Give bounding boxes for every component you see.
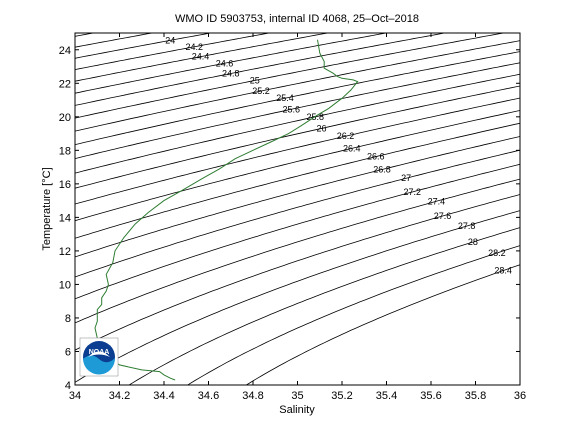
isopycnal-line xyxy=(75,62,520,160)
logo-text: NOAA xyxy=(89,349,110,356)
isopycnal-line xyxy=(186,245,520,385)
isopycnal-line xyxy=(75,33,506,119)
x-tick-label: 35 xyxy=(291,390,303,402)
isopycnal-labels: 2424.224.424.624.82525.225.425.625.82626… xyxy=(165,35,512,275)
x-tick-label: 34.2 xyxy=(109,390,130,402)
isopycnal-label: 27.4 xyxy=(428,196,446,206)
y-tick-label: 24 xyxy=(59,45,71,57)
isopycnal-line xyxy=(75,163,520,300)
isopycnal-line xyxy=(75,178,520,324)
isopycnal-label: 27.8 xyxy=(458,221,476,231)
isopycnal-label: 28.4 xyxy=(494,266,512,276)
isopycnal-line xyxy=(128,227,520,385)
y-axis-label: Temperature [°C] xyxy=(41,167,53,250)
isopycnal-line xyxy=(75,33,213,59)
isopycnal-line xyxy=(75,33,330,82)
y-tick-label: 8 xyxy=(65,313,71,325)
isopycnal-label: 24.6 xyxy=(216,58,234,68)
isopycnal-label: 25.6 xyxy=(283,104,301,114)
isopycnal-label: 26.4 xyxy=(343,143,361,153)
isopycnal-line xyxy=(75,33,389,94)
logo-bird-shape xyxy=(88,351,110,357)
noaa-logo: NOAA xyxy=(79,337,119,377)
y-tick-label: 22 xyxy=(59,78,71,90)
y-axis: 4 6 8 10 12 14 16 18 20 22 24 xyxy=(59,45,520,392)
isopycnal-line xyxy=(75,149,520,278)
isopycnal-label: 24 xyxy=(165,35,175,45)
y-tick-label: 12 xyxy=(59,246,71,258)
isopycnal-line xyxy=(75,136,520,258)
y-tick-label: 16 xyxy=(59,179,71,191)
isopycnal-label: 26.2 xyxy=(337,131,355,141)
isopycnal-line xyxy=(75,33,272,71)
isopycnal-line xyxy=(75,33,447,106)
logo-wave-shape xyxy=(83,355,116,375)
x-tick-label: 35.4 xyxy=(376,390,397,402)
series-line-profile xyxy=(94,39,359,381)
isopycnal-label: 24.4 xyxy=(192,52,210,62)
isopycnal-label: 28 xyxy=(468,237,478,247)
isopycnal-line xyxy=(31,0,147,3)
isopycnal-label: 27.2 xyxy=(404,187,422,197)
y-tick-label: 14 xyxy=(59,212,71,224)
isopycnal-line xyxy=(75,110,520,222)
y-tick-label: 20 xyxy=(59,112,71,124)
isopycnal-line xyxy=(75,51,520,146)
isopycnal-label: 27.6 xyxy=(434,211,452,221)
x-tick-label: 35.2 xyxy=(331,390,352,402)
x-axis-label: Salinity xyxy=(279,404,315,416)
isopycnal-label: 24.2 xyxy=(185,42,203,52)
isopycnal-line xyxy=(75,33,96,37)
isopycnal-label: 27 xyxy=(401,173,411,183)
isopycnal-label: 25.4 xyxy=(276,93,294,103)
isopycnal-label: 28.2 xyxy=(488,248,506,258)
isopycnal-line xyxy=(75,210,520,383)
x-tick-label: 35.8 xyxy=(465,390,486,402)
isopycnal-line xyxy=(245,264,520,385)
isopycnal-lines xyxy=(31,0,520,385)
x-tick-label: 34.4 xyxy=(153,390,174,402)
x-tick-label: 36 xyxy=(514,390,526,402)
isopycnal-label: 25.2 xyxy=(252,86,270,96)
chart-title: WMO ID 5903753, internal ID 4068, 25–Oct… xyxy=(175,13,419,25)
isopycnal-line xyxy=(75,40,520,132)
isopycnal-label: 26 xyxy=(317,123,327,133)
y-tick-label: 6 xyxy=(65,346,71,358)
isopycnal-line xyxy=(31,0,205,13)
isopycnal-line xyxy=(75,122,520,239)
x-tick-label: 34 xyxy=(69,390,81,402)
isopycnal-line xyxy=(75,194,520,351)
y-tick-label: 10 xyxy=(59,279,71,291)
isopycnal-line xyxy=(75,33,155,48)
isopycnal-label: 26.6 xyxy=(367,152,385,162)
x-tick-label: 34.8 xyxy=(242,390,263,402)
isopycnal-label: 26.8 xyxy=(373,164,391,174)
x-tick-label: 35.6 xyxy=(420,390,441,402)
isopycnal-label: 25 xyxy=(250,75,260,85)
isopycnal-label: 24.8 xyxy=(222,69,240,79)
isopycnal-line xyxy=(75,85,520,189)
y-tick-label: 18 xyxy=(59,145,71,157)
y-tick-label: 4 xyxy=(65,380,71,392)
plot-frame xyxy=(74,32,521,386)
x-tick-label: 34.6 xyxy=(198,390,219,402)
x-axis: 34 34.2 34.4 34.6 34.8 35 35.2 35.4 35.6 35.8 36 xyxy=(69,33,526,402)
isopycnal-line xyxy=(75,97,520,205)
isopycnal-line xyxy=(75,73,520,174)
